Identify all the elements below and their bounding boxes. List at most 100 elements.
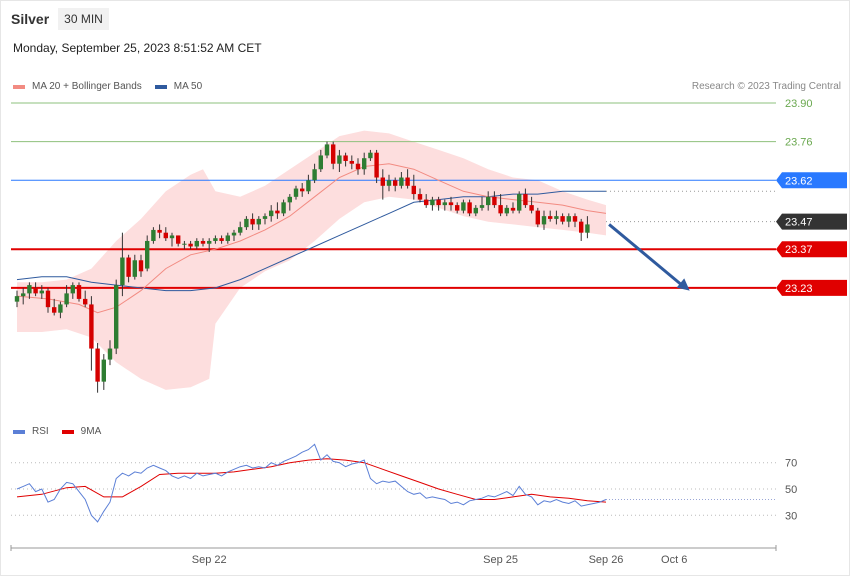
candle-body — [64, 293, 69, 305]
candle-body — [225, 235, 230, 241]
candle-body — [579, 221, 584, 233]
candle-body — [337, 155, 342, 164]
candle-body — [306, 180, 311, 192]
candle-body — [362, 158, 367, 170]
legend-item-ma20: MA 20 + Bollinger Bands — [13, 81, 142, 92]
candle-body — [324, 144, 330, 156]
legend-item-rsi-ma: 9MA — [61, 426, 102, 437]
legend-swatch-rsi — [13, 429, 25, 434]
candle-body — [479, 205, 485, 208]
candle-body — [461, 202, 466, 211]
level-tag-text: 23.23 — [785, 283, 813, 295]
candle-body — [138, 260, 144, 272]
x-tick-label: Sep 22 — [192, 554, 227, 566]
candle-body — [405, 177, 410, 186]
candle-body — [343, 155, 348, 161]
candle-body — [238, 227, 243, 233]
candle-body — [262, 216, 268, 219]
symbol-title: Silver — [11, 11, 50, 27]
candle-body — [83, 298, 88, 305]
candle-body — [207, 240, 212, 244]
candle-body — [380, 177, 385, 186]
candle-body — [256, 218, 261, 225]
candle-body — [473, 207, 478, 214]
level-label-23-76: 23.76 — [785, 137, 813, 149]
candle-body — [244, 218, 249, 228]
candle-body — [355, 163, 361, 170]
rsi-line — [16, 443, 607, 523]
legend-item-rsi: RSI — [13, 426, 49, 437]
level-tag-bg — [776, 241, 847, 258]
candle-body — [151, 229, 156, 241]
candle-body — [163, 232, 168, 239]
candle-body — [188, 243, 193, 247]
candle-body — [517, 194, 522, 211]
candle-body — [417, 194, 423, 200]
candle-body — [368, 152, 373, 159]
level-tag-23-37: 23.37 — [776, 241, 847, 258]
legend-label-rsi-ma: 9MA — [80, 426, 102, 437]
legend-label-ma50: MA 50 — [173, 81, 203, 92]
candle-body — [33, 287, 38, 294]
level-tag-23-23: 23.23 — [776, 279, 847, 296]
candle-body — [200, 240, 206, 244]
candles-group — [14, 141, 590, 393]
rsi-level-label-50: 50 — [785, 484, 797, 496]
candle-body — [120, 257, 125, 286]
candle-body — [89, 304, 94, 349]
candle-body — [448, 202, 454, 206]
candle-body — [213, 238, 218, 241]
candle-body — [275, 210, 280, 214]
rsi-legend: RSI 9MA — [13, 426, 114, 437]
candle-body — [219, 238, 224, 241]
candle-body — [504, 207, 509, 214]
candle-body — [300, 188, 305, 192]
candle-body — [467, 202, 472, 214]
candle-body — [132, 260, 137, 277]
candle-body — [486, 196, 491, 206]
candle-body — [393, 180, 398, 186]
timeframe-badge[interactable]: 30 MIN — [58, 8, 109, 30]
candle-body — [548, 216, 553, 219]
level-tag-23-62: 23.62 — [776, 172, 847, 189]
candle-body — [560, 216, 565, 222]
candle-body — [349, 160, 354, 164]
candle-body — [281, 202, 286, 214]
candle-body — [250, 218, 255, 225]
candle-body — [27, 285, 32, 294]
candle-body — [39, 290, 44, 294]
candle-body — [535, 210, 540, 225]
forecast-arrow-shaft — [608, 223, 685, 288]
candle-body — [436, 199, 441, 206]
candle-body — [523, 194, 528, 206]
candle-body — [107, 348, 113, 360]
candle-body — [529, 205, 534, 211]
candle-body — [386, 180, 392, 186]
candle-body — [312, 169, 317, 181]
candle-body — [101, 359, 106, 382]
candle-body — [331, 144, 336, 164]
candle-body — [430, 199, 435, 206]
candle-body — [318, 155, 323, 170]
level-tag-bg — [776, 279, 847, 296]
candle-body — [269, 210, 274, 217]
chart-datetime: Monday, September 25, 2023 8:51:52 AM CE… — [13, 41, 262, 55]
candle-body — [169, 235, 175, 239]
candle-body — [498, 205, 503, 214]
candle-body — [455, 205, 460, 211]
copyright-text: Research © 2023 Trading Central — [691, 81, 841, 92]
candle-body — [442, 202, 447, 206]
candle-body — [293, 188, 299, 197]
candle-body — [399, 177, 404, 186]
legend-label-rsi: RSI — [32, 426, 49, 437]
rsi-ma-line — [16, 458, 607, 503]
candle-body — [157, 229, 162, 233]
candle-body — [287, 196, 292, 203]
candle-body — [182, 243, 187, 245]
x-tick-label: Sep 25 — [483, 554, 518, 566]
candle-body — [145, 240, 150, 269]
x-tick-label: Oct 6 — [661, 554, 687, 566]
x-tick-label: Sep 26 — [589, 554, 624, 566]
candle-body — [541, 216, 547, 225]
